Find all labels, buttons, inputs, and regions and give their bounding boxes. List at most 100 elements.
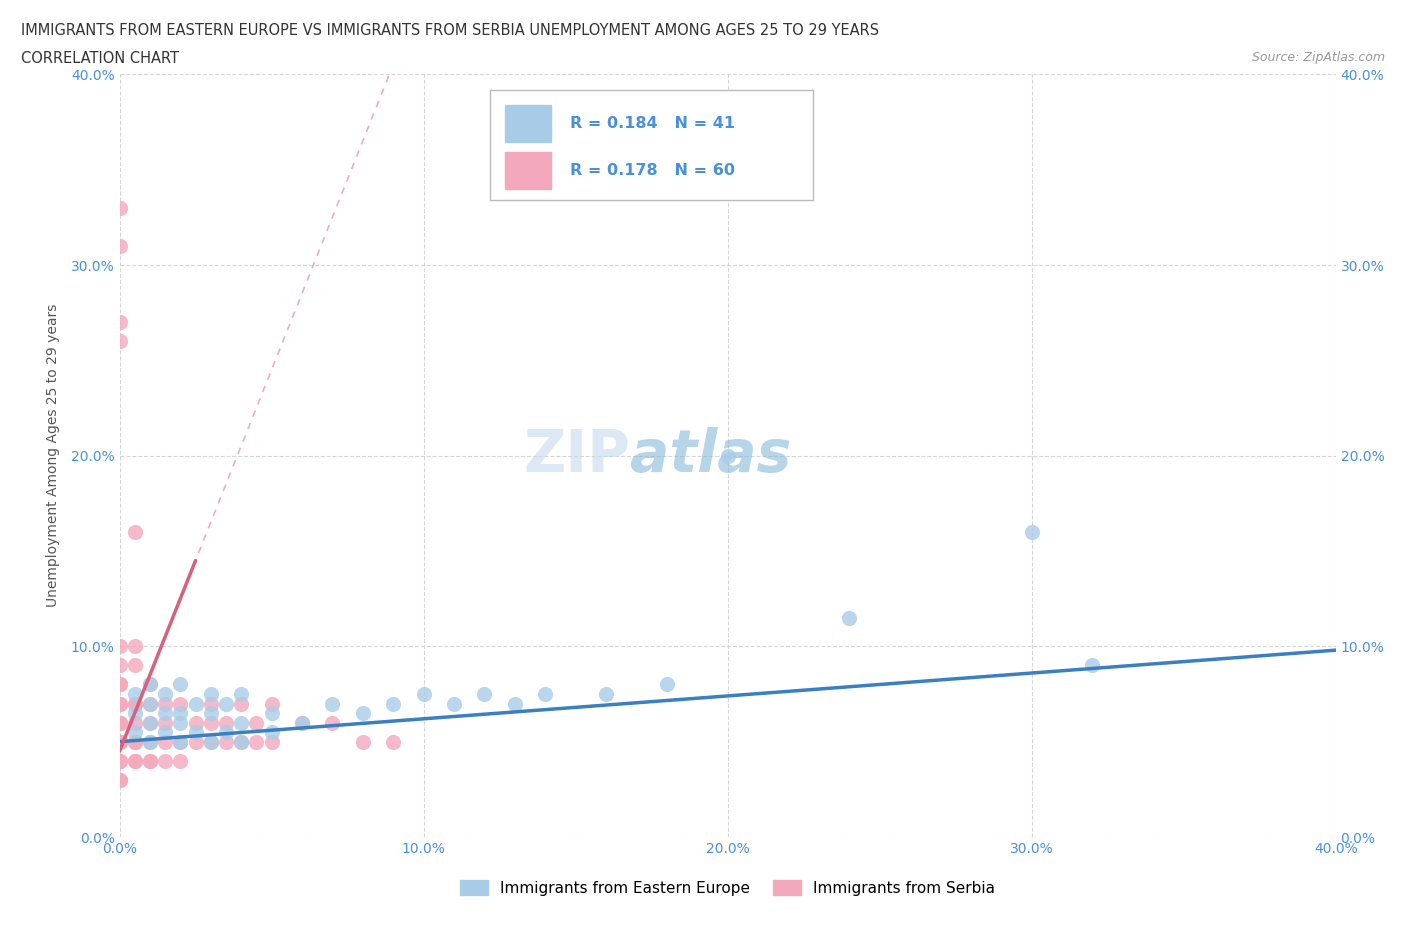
Point: [124, 658, 146, 673]
Point: [124, 753, 146, 768]
Point: [184, 715, 207, 730]
Point: [291, 715, 314, 730]
Point: [321, 696, 343, 711]
Point: [169, 715, 191, 730]
Point: [108, 715, 131, 730]
Point: [124, 696, 146, 711]
Point: [108, 239, 131, 254]
Legend: Immigrants from Eastern Europe, Immigrants from Serbia: Immigrants from Eastern Europe, Immigran…: [454, 873, 1001, 902]
Point: [352, 735, 374, 750]
Point: [153, 686, 176, 701]
Point: [153, 753, 176, 768]
Point: [595, 686, 617, 701]
Point: [260, 696, 283, 711]
Point: [382, 696, 405, 711]
Point: [169, 677, 191, 692]
Point: [169, 753, 191, 768]
Point: [108, 696, 131, 711]
Point: [108, 334, 131, 349]
Point: [503, 696, 526, 711]
Point: [139, 753, 162, 768]
Point: [231, 735, 253, 750]
Point: [108, 696, 131, 711]
FancyBboxPatch shape: [491, 89, 813, 200]
Point: [124, 525, 146, 539]
Point: [124, 753, 146, 768]
Point: [412, 686, 434, 701]
Point: [108, 201, 131, 216]
Point: [108, 753, 131, 768]
Point: [139, 677, 162, 692]
Point: [169, 735, 191, 750]
Point: [153, 706, 176, 721]
Point: [215, 715, 238, 730]
Point: [200, 706, 222, 721]
Point: [124, 706, 146, 721]
Point: [139, 735, 162, 750]
Text: CORRELATION CHART: CORRELATION CHART: [21, 51, 179, 66]
Point: [231, 696, 253, 711]
Point: [124, 735, 146, 750]
Point: [352, 706, 374, 721]
Point: [200, 735, 222, 750]
Point: [215, 735, 238, 750]
Point: [382, 735, 405, 750]
Point: [443, 696, 465, 711]
Text: R = 0.178   N = 60: R = 0.178 N = 60: [569, 163, 734, 178]
Point: [472, 686, 496, 701]
Point: [139, 715, 162, 730]
Point: [108, 772, 131, 787]
Point: [260, 735, 283, 750]
Point: [291, 715, 314, 730]
Point: [1081, 658, 1104, 673]
Point: [108, 677, 131, 692]
Point: [139, 735, 162, 750]
Text: Source: ZipAtlas.com: Source: ZipAtlas.com: [1251, 51, 1385, 64]
Point: [124, 639, 146, 654]
Point: [139, 753, 162, 768]
Point: [108, 735, 131, 750]
Point: [124, 735, 146, 750]
Point: [124, 724, 146, 739]
Point: [124, 715, 146, 730]
Point: [231, 686, 253, 701]
Point: [245, 735, 267, 750]
Bar: [505, 105, 551, 141]
Point: [534, 686, 557, 701]
Text: ZIP: ZIP: [523, 427, 630, 485]
Point: [321, 715, 343, 730]
Point: [200, 735, 222, 750]
Point: [139, 677, 162, 692]
Point: [838, 610, 860, 625]
Point: [139, 696, 162, 711]
Point: [108, 639, 131, 654]
Text: R = 0.184   N = 41: R = 0.184 N = 41: [569, 115, 734, 131]
Point: [184, 735, 207, 750]
Point: [108, 715, 131, 730]
Point: [169, 735, 191, 750]
Point: [717, 448, 740, 463]
Point: [108, 658, 131, 673]
Point: [108, 753, 131, 768]
Point: [184, 724, 207, 739]
Point: [184, 696, 207, 711]
Point: [655, 677, 678, 692]
Point: [153, 724, 176, 739]
Point: [124, 696, 146, 711]
Point: [215, 724, 238, 739]
Text: atlas: atlas: [630, 427, 792, 485]
Point: [153, 715, 176, 730]
Point: [1021, 525, 1043, 539]
Point: [260, 706, 283, 721]
Point: [108, 735, 131, 750]
Point: [169, 696, 191, 711]
Point: [124, 686, 146, 701]
Point: [139, 715, 162, 730]
Point: [139, 696, 162, 711]
Point: [215, 696, 238, 711]
Point: [108, 315, 131, 330]
Point: [231, 735, 253, 750]
Point: [200, 696, 222, 711]
Point: [231, 715, 253, 730]
Point: [245, 715, 267, 730]
